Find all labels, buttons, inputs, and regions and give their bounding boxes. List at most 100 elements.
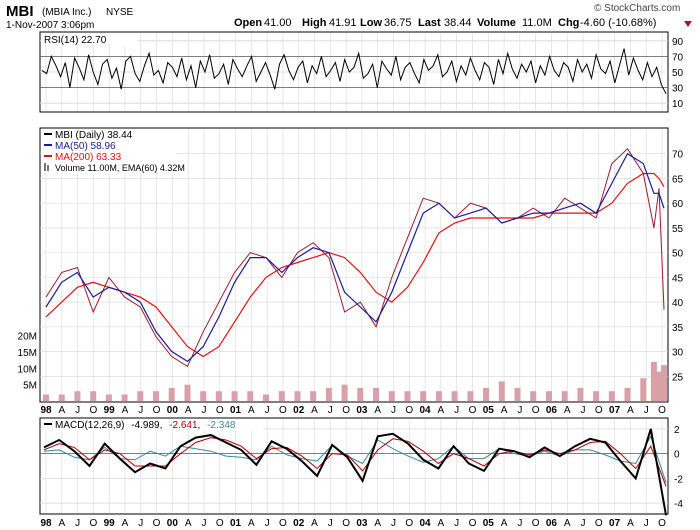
last-label: Last bbox=[418, 17, 441, 29]
x-tick-label: J bbox=[265, 405, 270, 416]
x-tick-label: 00 bbox=[167, 518, 179, 529]
x-tick-label: A bbox=[122, 405, 129, 416]
volume-bar bbox=[58, 394, 65, 401]
x-tick-label: A bbox=[311, 518, 318, 529]
x-tick-label: J bbox=[328, 518, 333, 529]
volume-bar bbox=[294, 391, 301, 401]
ma200-line bbox=[45, 172, 665, 358]
price-tick-label: 30 bbox=[672, 348, 684, 359]
chart-header: MBI (MBIA Inc.) NYSE 1-Nov-2007 3:06pm ©… bbox=[6, 3, 692, 31]
x-tick-label: 02 bbox=[293, 405, 305, 416]
x-tick-label: O bbox=[405, 518, 413, 529]
volume-bar bbox=[546, 391, 552, 401]
price-legend-bg bbox=[41, 129, 176, 173]
price-tick-label: 25 bbox=[672, 372, 684, 383]
x-tick-label: J bbox=[581, 405, 586, 416]
price-panel: 25 30 35 40 45 50 55 60 65 70 5M 10M 15M 20M MBI (Da… bbox=[18, 127, 684, 403]
x-tick-label: A bbox=[501, 405, 508, 416]
volume-bar bbox=[498, 381, 505, 401]
macd-tick-label: -2 bbox=[674, 474, 683, 485]
x-tick-label: 03 bbox=[356, 405, 368, 416]
macd-tick-label: 0 bbox=[674, 450, 680, 461]
x-tick-label: 05 bbox=[483, 405, 495, 416]
rsi-tick-label: 70 bbox=[672, 52, 684, 63]
x-tick-label: J bbox=[517, 518, 522, 529]
rsi-axis: 10 30 50 70 90 bbox=[40, 37, 684, 110]
volume-bar bbox=[341, 384, 348, 401]
x-tick-label: O bbox=[595, 518, 603, 529]
ma50-legend-label: MA(50) 58.96 bbox=[55, 141, 116, 152]
change-value: -4.60 (-10.68%) bbox=[580, 17, 656, 29]
ma200-legend-label: MA(200) 63.33 bbox=[55, 152, 122, 163]
x-tick-label: A bbox=[248, 405, 255, 416]
volume-axis: 5M 10M 15M 20M bbox=[18, 332, 37, 392]
high-value: 41.91 bbox=[329, 17, 357, 29]
price-legend-label: MBI (Daily) 38.44 bbox=[55, 130, 133, 141]
x-tick-label: A bbox=[374, 518, 381, 529]
x-tick-label: J bbox=[644, 518, 649, 529]
volume-bar bbox=[215, 391, 222, 401]
last-value: 38.44 bbox=[444, 17, 472, 29]
rsi-legend: RSI(14) 22.70 bbox=[44, 35, 107, 46]
volume-bar bbox=[404, 391, 411, 401]
x-tick-label: A bbox=[438, 518, 445, 529]
x-tick-label: O bbox=[469, 405, 477, 416]
price-frame bbox=[39, 127, 669, 403]
x-tick-label: 03 bbox=[356, 518, 368, 529]
x-tick-label: A bbox=[438, 405, 445, 416]
x-axis-top: 98 A J O 99 A J O 00 A J O 01 A J O 02 A J O 03 A J O 04 A J O 05 A J O… bbox=[40, 405, 666, 416]
macd-legend-sep-2: , bbox=[198, 420, 201, 431]
volume-bar bbox=[231, 391, 238, 401]
price-tick-label: 40 bbox=[672, 298, 684, 309]
x-tick-label: A bbox=[501, 518, 508, 529]
low-label: Low bbox=[360, 17, 382, 29]
volume-bar bbox=[420, 391, 427, 401]
x-tick-label: J bbox=[517, 405, 522, 416]
x-tick-label: O bbox=[532, 405, 540, 416]
signal-legend-value: -2.641 bbox=[169, 420, 198, 431]
x-tick-label: A bbox=[122, 518, 129, 529]
volume-bar bbox=[137, 391, 144, 401]
volume-bar bbox=[661, 365, 667, 401]
x-tick-label: 01 bbox=[230, 518, 242, 529]
volume-bar bbox=[514, 387, 521, 401]
histogram-legend-value: -2.348 bbox=[207, 420, 236, 431]
x-tick-label: 01 bbox=[230, 405, 242, 416]
price-tick-label: 60 bbox=[672, 199, 684, 210]
x-tick-label: A bbox=[627, 518, 634, 529]
macd-grid bbox=[45, 419, 663, 513]
volume-bars bbox=[43, 361, 667, 401]
volume-bar bbox=[43, 394, 49, 401]
down-arrow-icon bbox=[684, 21, 692, 27]
x-tick-label: O bbox=[595, 405, 603, 416]
x-tick-label: J bbox=[75, 518, 80, 529]
x-tick-label: A bbox=[564, 405, 571, 416]
volume-bar bbox=[168, 387, 175, 401]
x-tick-label: O bbox=[153, 518, 161, 529]
x-tick-label: A bbox=[374, 405, 381, 416]
volume-bar bbox=[650, 361, 657, 401]
macd-legend-sep-1: , bbox=[160, 420, 163, 431]
x-tick-label: J bbox=[391, 518, 396, 529]
open-label: Open bbox=[234, 17, 262, 29]
macd-legend-value: -4.989 bbox=[131, 420, 160, 431]
exchange: NYSE bbox=[106, 7, 134, 18]
x-tick-label: J bbox=[75, 405, 80, 416]
x-tick-label: 07 bbox=[609, 405, 621, 416]
volume-bar bbox=[121, 394, 128, 401]
open-value: 41.00 bbox=[264, 17, 292, 29]
x-tick-label: O bbox=[405, 405, 413, 416]
x-tick-label: J bbox=[328, 405, 333, 416]
x-tick-label: 02 bbox=[293, 518, 305, 529]
macd-tick-label: 2 bbox=[674, 425, 680, 436]
high-label: High bbox=[302, 17, 327, 29]
volume-bar bbox=[640, 378, 647, 401]
x-tick-label: 98 bbox=[40, 405, 52, 416]
volume-legend-swatch bbox=[44, 163, 46, 171]
x-tick-label: 04 bbox=[420, 518, 432, 529]
price-tick-label: 45 bbox=[672, 273, 684, 284]
volume-bar bbox=[451, 391, 458, 401]
x-tick-label: J bbox=[265, 518, 270, 529]
x-tick-label: A bbox=[627, 405, 634, 416]
